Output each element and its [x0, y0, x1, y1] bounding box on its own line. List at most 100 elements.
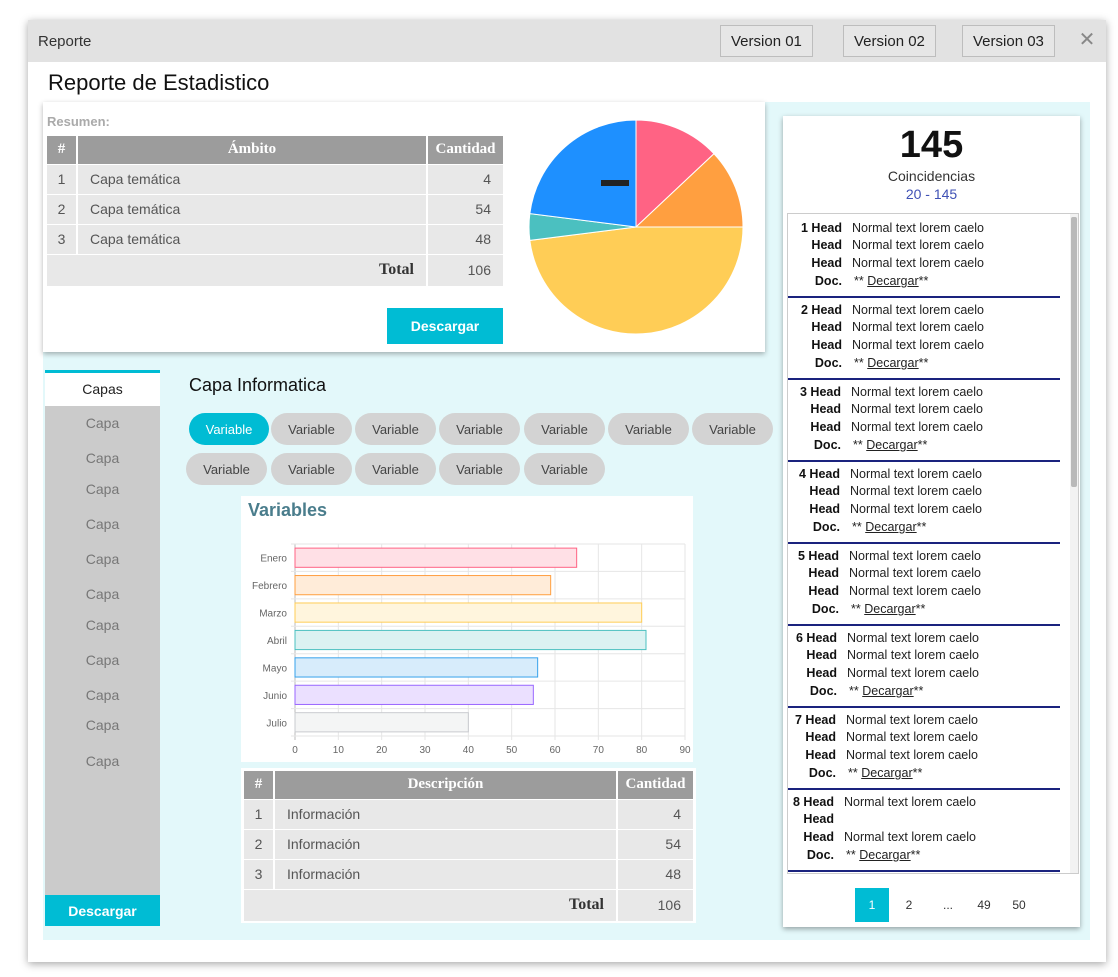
- result-doc-row: Doc. ** Decargar**: [793, 438, 927, 455]
- version-01-button[interactable]: Version 01: [720, 25, 813, 57]
- download-link[interactable]: Decargar: [864, 602, 916, 616]
- y-tick-label: Marzo: [259, 609, 287, 620]
- result-row: 8 Head Normal text lorem caelo: [788, 795, 976, 812]
- row-num: 3: [244, 858, 275, 889]
- variable-chip[interactable]: Variable: [692, 413, 773, 445]
- result-row: Head Normal text lorem caelo: [793, 420, 983, 437]
- variable-chip[interactable]: Variable: [439, 453, 520, 485]
- result-text: Normal text lorem caelo: [847, 666, 979, 680]
- doc-download: ** Decargar**: [851, 602, 925, 616]
- variable-chip[interactable]: Variable: [355, 413, 436, 445]
- bar-enero[interactable]: [294, 547, 578, 568]
- pie-slice[interactable]: [529, 226, 744, 335]
- download-link[interactable]: Decargar: [867, 274, 919, 288]
- result-number-head: 8 Head: [788, 795, 834, 809]
- close-icon[interactable]: ✕: [1078, 29, 1096, 51]
- bar-febrero[interactable]: [294, 575, 552, 596]
- page-50[interactable]: 50: [1012, 898, 1026, 912]
- page-title: Reporte de Estadistico: [48, 70, 270, 95]
- variable-chip[interactable]: Variable: [186, 453, 267, 485]
- table-row: 3 Capa temática 48: [47, 223, 503, 254]
- result-text: Normal text lorem caelo: [846, 748, 978, 762]
- pie-slice[interactable]: [634, 153, 744, 228]
- page-2[interactable]: 2: [905, 898, 913, 912]
- result-row: Head Normal text lorem caelo: [792, 502, 982, 519]
- page-49[interactable]: 49: [977, 898, 991, 912]
- sidebar-item-capa[interactable]: Capa: [85, 753, 120, 769]
- results-range: 20 - 145: [905, 186, 958, 202]
- bar-chart-svg: 0 10 20 30 40 50 60 70 80 90 Enero Febrero Marzo Abri…: [252, 543, 691, 756]
- variable-chip[interactable]: Variable: [355, 453, 436, 485]
- variable-chip[interactable]: Variable: [524, 413, 605, 445]
- bar-julio[interactable]: [294, 712, 469, 733]
- summary-download-button[interactable]: Descargar: [387, 308, 503, 344]
- download-link[interactable]: Decargar: [861, 766, 913, 780]
- sidebar-item-capa[interactable]: Capa: [85, 415, 120, 431]
- row-ambito: Capa temática: [77, 163, 428, 194]
- result-text: Normal text lorem caelo: [852, 238, 984, 252]
- scrollbar-thumb[interactable]: [1071, 217, 1077, 487]
- sidebar-item-capa[interactable]: Capa: [85, 717, 120, 733]
- doc-label: Doc.: [811, 602, 839, 616]
- sidebar-item-capa[interactable]: Capa: [85, 687, 120, 703]
- variable-chip[interactable]: Variable: [524, 453, 605, 485]
- window-title: Reporte: [38, 33, 92, 50]
- variable-chip[interactable]: Variable: [271, 413, 352, 445]
- download-link[interactable]: Decargar: [859, 848, 911, 862]
- version-03-button[interactable]: Version 03: [962, 25, 1055, 57]
- result-number-head: 2 Head: [794, 303, 842, 317]
- download-link[interactable]: Decargar: [866, 438, 918, 452]
- result-head-label: Head: [808, 549, 839, 563]
- sidebar-item-capa[interactable]: Capa: [85, 481, 120, 497]
- bar-marzo[interactable]: [294, 602, 643, 623]
- version-02-button[interactable]: Version 02: [843, 25, 936, 57]
- doc-label: Doc.: [813, 438, 841, 452]
- download-link[interactable]: Decargar: [867, 356, 919, 370]
- report-window: Reporte Version 01 Version 02 Version 03…: [28, 20, 1106, 962]
- row-cantidad: 54: [617, 828, 693, 859]
- page-1[interactable]: 1: [855, 888, 889, 922]
- doc-download: ** Decargar**: [846, 848, 920, 862]
- sidebar-item-capa[interactable]: Capa: [85, 516, 120, 532]
- sidebar-download-button[interactable]: Descargar: [45, 895, 160, 926]
- sidebar-item-capa[interactable]: Capa: [85, 586, 120, 602]
- result-number: 6: [795, 631, 803, 645]
- x-tick-label: 10: [333, 745, 345, 756]
- result-head-label: Head: [810, 402, 841, 416]
- y-tick-label: Enero: [260, 554, 287, 565]
- result-head-label: Head: [808, 566, 839, 580]
- variable-chip[interactable]: Variable: [439, 413, 520, 445]
- result-row: 4 Head Normal text lorem caelo: [792, 467, 982, 484]
- bar-mayo[interactable]: [294, 657, 539, 678]
- result-row: 1 Head Normal text lorem caelo: [794, 221, 984, 238]
- variable-chip[interactable]: Variable: [189, 413, 269, 445]
- pie-slice[interactable]: [529, 119, 637, 228]
- result-head-label: Head: [810, 420, 841, 434]
- results-scrollbar[interactable]: [1070, 214, 1078, 873]
- sidebar-item-capa[interactable]: Capa: [85, 450, 120, 466]
- variable-chip[interactable]: Variable: [271, 453, 352, 485]
- layers-sidebar: Capas Capa Capa Capa Capa Capa Capa Capa…: [45, 370, 160, 926]
- sidebar-item-capa[interactable]: Capa: [85, 652, 120, 668]
- result-entry: 2 Head Normal text lorem caelo Head Normal …: [788, 298, 1060, 380]
- sidebar-item-capa[interactable]: Capa: [85, 617, 120, 633]
- bar-junio[interactable]: [294, 684, 534, 705]
- desc-header-num: #: [244, 771, 275, 799]
- table-row: 1 Capa temática 4: [47, 163, 503, 194]
- download-link[interactable]: Decargar: [862, 684, 914, 698]
- result-row: Head Normal text lorem caelo: [794, 256, 984, 273]
- y-tick-label: Mayo: [263, 663, 288, 674]
- download-link[interactable]: Decargar: [865, 520, 917, 534]
- table-row: 1 Información 4: [244, 798, 693, 829]
- pie-slice[interactable]: [635, 119, 715, 229]
- bar-abril[interactable]: [294, 629, 647, 651]
- sidebar-item-capa[interactable]: Capa: [85, 551, 120, 567]
- variable-chip[interactable]: Variable: [608, 413, 689, 445]
- result-entry: 1 Head Normal text lorem caelo Head Normal …: [788, 216, 1060, 298]
- total-label: Total: [244, 888, 618, 921]
- tab-capas[interactable]: Capas: [45, 370, 160, 406]
- doc-stars: **: [853, 438, 863, 452]
- doc-label: Doc.: [808, 766, 836, 780]
- result-text: Normal text lorem caelo: [847, 648, 979, 662]
- result-text: Normal text lorem caelo: [850, 484, 982, 498]
